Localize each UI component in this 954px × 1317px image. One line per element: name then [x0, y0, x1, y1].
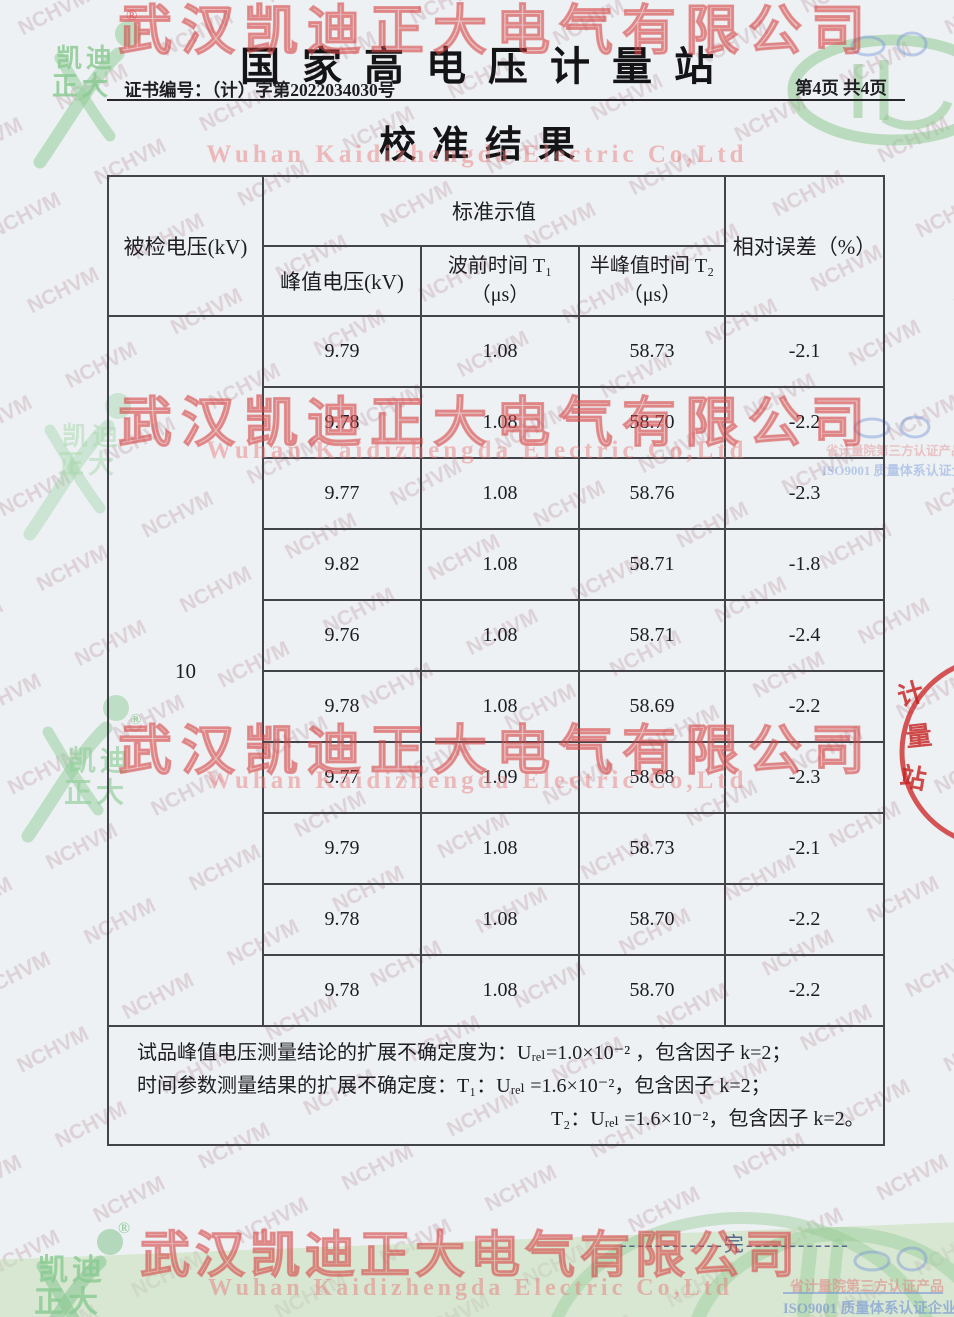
cell-half-peak: 58.68: [577, 741, 727, 814]
header-peak-voltage: 峰值电压(kV): [262, 245, 422, 317]
cell-error: -1.8: [724, 528, 886, 601]
cell-front-time: 1.08: [420, 954, 580, 1027]
cell-half-peak: 58.70: [577, 883, 727, 956]
cell-half-peak: 58.73: [577, 812, 727, 885]
end-mark: ------------完------------: [620, 1234, 850, 1256]
cell-error: -2.3: [724, 457, 886, 530]
cell-error: -2.4: [724, 599, 886, 672]
stamp-character: 站: [897, 761, 929, 796]
uncertainty-note-2: 时间参数测量结果的扩展不确定度：T₁：Uᵣₑₗ =1.6×10⁻²，包含因子 k…: [137, 1075, 771, 1097]
cell-error: -2.1: [724, 812, 886, 885]
cell-half-peak: 58.73: [577, 315, 727, 388]
cell-error: -2.2: [724, 670, 886, 743]
calibration-results-table: 被检电压(kV) 标准示值 相对误差（%） 峰值电压(kV) 波前时间 T₁ （…: [106, 175, 886, 1146]
cell-error: -2.2: [724, 386, 886, 459]
cell-half-peak: 58.69: [577, 670, 727, 743]
header-rule: [107, 99, 905, 101]
certification-pink-text: 省计量院第三方认证产品: [790, 1280, 944, 1295]
uncertainty-note-1: 试品峰值电压测量结论的扩展不确定度为：Uᵣₑₗ=1.0×10⁻² ，包含因子 k…: [137, 1042, 792, 1064]
cell-error: -2.3: [724, 741, 886, 814]
cell-half-peak: 58.71: [577, 528, 727, 601]
uncertainty-note-3: T₂：Uᵣₑₗ =1.6×10⁻²，包含因子 k=2。: [551, 1108, 865, 1130]
uncertainty-notes: 试品峰值电压测量结论的扩展不确定度为：Uᵣₑₗ=1.0×10⁻² ，包含因子 k…: [106, 1025, 886, 1146]
company-watermark-en: Wuhan Kaidizhengda Electric Co,Ltd: [208, 1275, 733, 1301]
cell-peak: 9.78: [262, 954, 422, 1027]
cell-error: -2.2: [724, 883, 886, 956]
cell-peak: 9.78: [262, 883, 422, 956]
registered-mark-icon: ®: [126, 8, 138, 24]
cell-peak: 9.82: [262, 528, 422, 601]
cell-peak: 9.79: [262, 812, 422, 885]
stamp-character: 量: [904, 720, 934, 753]
registered-mark-icon: ®: [118, 1220, 130, 1237]
cell-front-time: 1.08: [420, 528, 580, 601]
cell-peak: 9.76: [262, 599, 422, 672]
cell-front-time: 1.08: [420, 457, 580, 530]
cell-front-time: 1.08: [420, 386, 580, 459]
cell-front-time: 1.08: [420, 315, 580, 388]
brand-text-line2: 正大: [34, 1286, 102, 1317]
cell-front-time: 1.09: [420, 741, 580, 814]
cell-error: -2.1: [724, 315, 886, 388]
cell-tested-voltage: 10: [107, 315, 264, 1027]
red-seal-stamp: [899, 665, 954, 839]
brand-text-line1: 凯迪: [38, 1254, 106, 1287]
cell-half-peak: 58.70: [577, 386, 727, 459]
stamp-character: 计: [894, 676, 928, 713]
header-standard-value: 标准示值: [261, 175, 727, 247]
cell-front-time: 1.08: [420, 670, 580, 743]
table-row: 10 9.79 1.08 58.73 -2.1: [107, 315, 886, 1027]
cell-half-peak: 58.76: [577, 457, 727, 530]
header-checked-voltage: 被检电压(kV): [107, 175, 264, 317]
cell-half-peak: 58.71: [577, 599, 727, 672]
cell-front-time: 1.08: [420, 883, 580, 956]
header-half-peak-time: 半峰值时间 T₂ （μs）: [577, 245, 727, 317]
header-relative-error: 相对误差（%）: [724, 175, 886, 317]
cell-half-peak: 58.70: [577, 954, 727, 1027]
cell-front-time: 1.08: [420, 812, 580, 885]
cell-peak: 9.78: [262, 670, 422, 743]
cell-peak: 9.77: [262, 741, 422, 814]
header-front-time: 波前时间 T₁ （μs）: [420, 245, 580, 317]
brand-swoosh-logo-bottom-left: [22, 1229, 123, 1317]
page-indicator: 第4页 共4页: [795, 78, 887, 98]
cell-peak: 9.79: [262, 315, 422, 388]
cell-error: -2.2: [724, 954, 886, 1027]
cell-front-time: 1.08: [420, 599, 580, 672]
cell-peak: 9.77: [262, 457, 422, 530]
certification-blue-text: ISO9001 质量体系认证企业: [783, 1301, 954, 1317]
cell-peak: 9.78: [262, 386, 422, 459]
certification-rule: [783, 1292, 943, 1294]
section-title: 校准结果: [379, 125, 591, 166]
